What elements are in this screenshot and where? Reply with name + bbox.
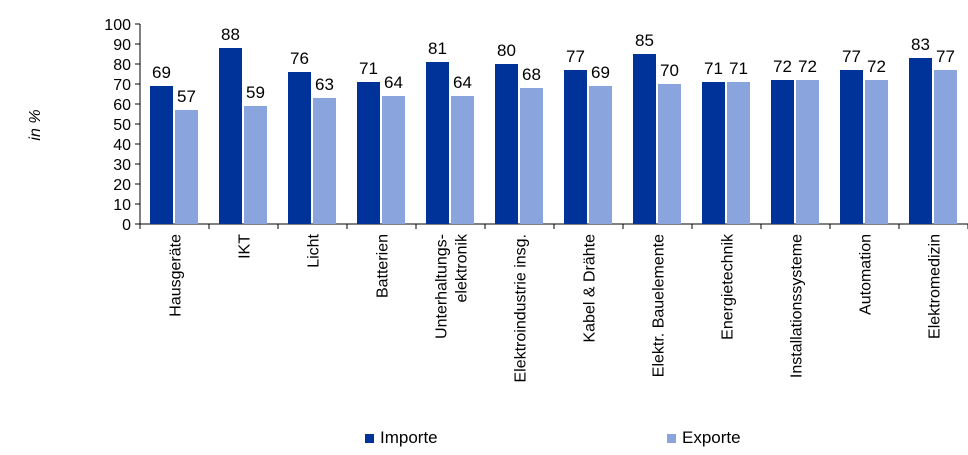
bars bbox=[150, 48, 957, 224]
data-label-importe: 85 bbox=[635, 31, 654, 50]
y-tick-label: 80 bbox=[113, 57, 131, 74]
bar-exporte bbox=[934, 70, 957, 224]
data-label-importe: 77 bbox=[566, 47, 585, 66]
x-tick-label: Unterhaltungs-elektronik bbox=[434, 233, 471, 339]
data-label-exporte: 59 bbox=[246, 83, 265, 102]
legend-swatch-importe bbox=[365, 433, 374, 443]
data-label-importe: 71 bbox=[359, 59, 378, 78]
y-tick-label: 50 bbox=[113, 117, 131, 134]
data-label-importe: 88 bbox=[221, 25, 240, 44]
data-label-importe: 71 bbox=[704, 59, 723, 78]
data-label-importe: 72 bbox=[773, 57, 792, 76]
x-tick-label-line: elektronik bbox=[454, 233, 471, 302]
y-tick-label: 10 bbox=[113, 197, 131, 214]
bar-importe bbox=[771, 80, 794, 224]
data-label-importe: 80 bbox=[497, 41, 516, 60]
legend-item-exporte: Exporte bbox=[667, 428, 741, 448]
bar-importe bbox=[426, 62, 449, 224]
bar-exporte bbox=[175, 110, 198, 224]
x-tick-label-line: IKT bbox=[237, 234, 254, 259]
y-tick-label: 40 bbox=[113, 137, 131, 154]
bar-importe bbox=[495, 64, 518, 224]
data-label-exporte: 72 bbox=[867, 57, 886, 76]
bar-exporte bbox=[244, 106, 267, 224]
y-tick-label: 30 bbox=[113, 157, 131, 174]
bar-exporte bbox=[451, 96, 474, 224]
bar-exporte bbox=[313, 98, 336, 224]
x-tick-label: Batterien bbox=[375, 234, 392, 298]
data-label-importe: 76 bbox=[290, 49, 309, 68]
bar-importe bbox=[633, 54, 656, 224]
y-tick-label: 20 bbox=[113, 177, 131, 194]
x-tick-label-line: Elektr. Bauelemente bbox=[651, 234, 668, 377]
data-labels: 69 88 76 71 81 80 77 85 71 72 77 83 57 59 63 64 64 68 69 70… bbox=[152, 25, 955, 106]
x-tick-label-line: Hausgeräte bbox=[168, 234, 185, 317]
x-tick-label: Automation bbox=[858, 234, 875, 315]
bar-exporte bbox=[382, 96, 405, 224]
axes: 0 10 20 30 40 50 60 70 80 90 100 Hausgeräte IKT Licht… bbox=[104, 17, 968, 383]
x-tick-label: Elektroindustrie insg. bbox=[513, 234, 530, 383]
x-tick-label-line: Installationssysteme bbox=[789, 234, 806, 378]
x-tick-label-line: Batterien bbox=[375, 234, 392, 298]
data-label-exporte: 68 bbox=[522, 65, 541, 84]
data-label-exporte: 63 bbox=[315, 75, 334, 94]
x-tick-label: Energietechnik bbox=[720, 233, 737, 340]
data-label-exporte: 64 bbox=[453, 73, 472, 92]
bar-exporte bbox=[589, 86, 612, 224]
bar-importe bbox=[840, 70, 863, 224]
data-label-importe: 83 bbox=[911, 35, 930, 54]
legend: Importe Exporte bbox=[0, 428, 968, 450]
x-tick-label-line: Licht bbox=[306, 233, 323, 267]
x-tick-label: Elektromedizin bbox=[927, 234, 944, 339]
data-label-exporte: 71 bbox=[729, 59, 748, 78]
bar-importe bbox=[219, 48, 242, 224]
y-axis-label: in % bbox=[27, 109, 44, 140]
y-tick-label: 0 bbox=[122, 217, 131, 234]
bar-importe bbox=[702, 82, 725, 224]
x-tick-label: Kabel & Drähte bbox=[582, 234, 599, 343]
bar-exporte bbox=[520, 88, 543, 224]
y-tick-label: 100 bbox=[104, 17, 131, 34]
y-tick-label: 90 bbox=[113, 37, 131, 54]
bar-importe bbox=[150, 86, 173, 224]
x-tick-label: Hausgeräte bbox=[168, 234, 185, 317]
bar-exporte bbox=[865, 80, 888, 224]
legend-item-importe: Importe bbox=[365, 428, 438, 448]
bar-importe bbox=[357, 82, 380, 224]
data-label-exporte: 72 bbox=[798, 57, 817, 76]
x-tick-label-line: Kabel & Drähte bbox=[582, 234, 599, 343]
data-label-exporte: 57 bbox=[177, 87, 196, 106]
data-label-exporte: 64 bbox=[384, 73, 403, 92]
x-tick-label-line: Elektroindustrie insg. bbox=[513, 234, 530, 383]
x-tick-label: Installationssysteme bbox=[789, 234, 806, 378]
data-label-exporte: 69 bbox=[591, 63, 610, 82]
x-tick-label-line: Automation bbox=[858, 234, 875, 315]
y-tick-label: 60 bbox=[113, 97, 131, 114]
data-label-importe: 69 bbox=[152, 63, 171, 82]
data-label-exporte: 70 bbox=[660, 61, 679, 80]
data-label-importe: 77 bbox=[842, 47, 861, 66]
legend-label-importe: Importe bbox=[380, 428, 438, 447]
x-tick-label-line: Energietechnik bbox=[720, 233, 737, 340]
bar-importe bbox=[909, 58, 932, 224]
bar-importe bbox=[288, 72, 311, 224]
x-tick-label: Elektr. Bauelemente bbox=[651, 234, 668, 377]
x-tick-label: Licht bbox=[306, 233, 323, 267]
legend-label-exporte: Exporte bbox=[682, 428, 741, 447]
bar-exporte bbox=[727, 82, 750, 224]
legend-swatch-exporte bbox=[667, 433, 676, 443]
bar-importe bbox=[564, 70, 587, 224]
x-tick-label-line: Unterhaltungs- bbox=[434, 234, 451, 339]
data-label-exporte: 77 bbox=[936, 47, 955, 66]
bar-exporte bbox=[796, 80, 819, 224]
bar-exporte bbox=[658, 84, 681, 224]
x-tick-label-line: Elektromedizin bbox=[927, 234, 944, 339]
x-tick-label: IKT bbox=[237, 234, 254, 259]
data-label-importe: 81 bbox=[428, 39, 447, 58]
y-tick-label: 70 bbox=[113, 77, 131, 94]
